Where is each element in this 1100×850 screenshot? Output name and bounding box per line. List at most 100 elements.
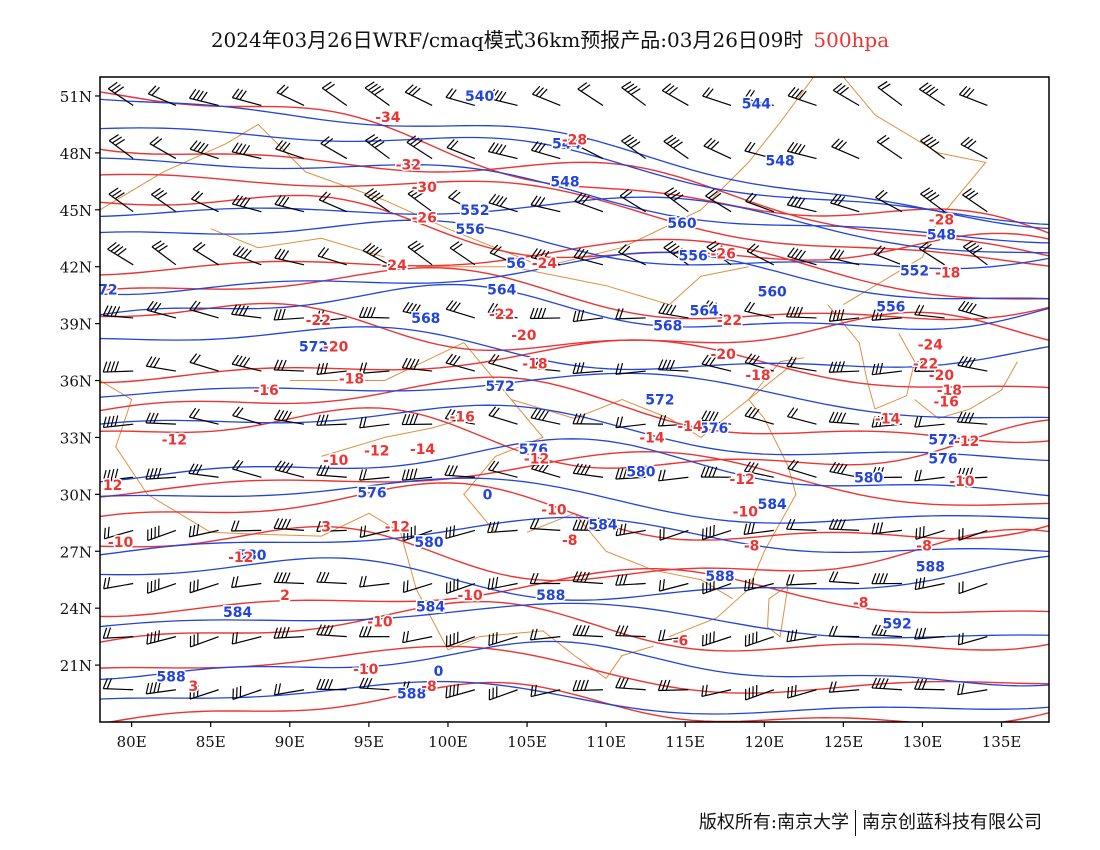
height-label: 572 (928, 432, 957, 448)
wind-barb (619, 188, 646, 213)
wind-barb (103, 577, 134, 590)
temperature-contour (100, 173, 1049, 267)
lat-label: 24N (60, 600, 92, 618)
wind-barb (529, 307, 561, 320)
height-label: 560 (667, 216, 696, 232)
wind-barb (615, 363, 646, 375)
wind-barb (615, 416, 646, 429)
height-label: 572 (299, 339, 328, 355)
wind-barb (832, 82, 860, 106)
wind-barb (107, 81, 134, 106)
wind-barb (192, 241, 219, 266)
height-label: 576 (928, 451, 957, 467)
wind-barb (871, 415, 902, 428)
temperature-label: -18 (937, 383, 962, 399)
border-line (669, 357, 804, 638)
wind-barb (231, 142, 262, 160)
lat-label: 36N (60, 373, 92, 391)
temperature-label: -12 (954, 434, 979, 450)
wind-barb (956, 411, 988, 425)
wind-barb (401, 413, 433, 426)
wind-barb (914, 678, 945, 691)
height-label: 564 (690, 303, 719, 319)
wind-barb (915, 525, 945, 540)
wind-barb (487, 88, 518, 107)
wind-barb (744, 577, 774, 592)
wind-barb (615, 574, 646, 586)
lon-label: 80E (117, 733, 147, 751)
temperature-label: 3 (188, 679, 198, 695)
wind-barb (321, 81, 348, 106)
wind-barb (406, 135, 433, 160)
height-label: 0 (434, 664, 444, 680)
wind-barb (914, 360, 945, 372)
wind-barb (189, 353, 219, 372)
wind-barb (189, 140, 219, 160)
border-line (914, 361, 1018, 420)
wind-barb (407, 187, 433, 213)
wind-barb (273, 626, 305, 639)
temperature-contour (100, 568, 1049, 618)
wind-barb (743, 461, 774, 478)
wind-barb (146, 300, 177, 319)
wind-barb (318, 191, 347, 213)
wind-barb (445, 525, 476, 539)
border-line (210, 228, 385, 258)
wind-barb (572, 571, 604, 585)
wind-barb (273, 518, 305, 531)
wind-barb (316, 624, 347, 638)
wind-barb (401, 357, 433, 372)
wind-barb (574, 192, 604, 213)
wind-barb (918, 241, 945, 266)
wind-barb (231, 632, 262, 645)
wind-barb (149, 136, 177, 160)
wind-barb (448, 189, 476, 213)
wind-barb (831, 138, 860, 160)
temperature-label: -22 (306, 313, 331, 329)
temperature-label: -24 (532, 256, 558, 272)
wind-barb (316, 310, 347, 322)
wind-barb (274, 195, 305, 213)
wind-barb (402, 630, 433, 644)
wind-barb (828, 571, 860, 585)
wind-barb (401, 681, 433, 693)
border-line (100, 380, 575, 656)
wind-barb (702, 578, 732, 595)
wind-barb (445, 353, 476, 372)
wind-barb (663, 240, 689, 266)
temperature-label: -10 (733, 504, 759, 520)
temperature-label: -22 (913, 356, 938, 372)
wind-barb (700, 466, 732, 478)
lon-label: 85E (196, 733, 226, 751)
wind-barb (145, 681, 177, 695)
wind-barb (445, 631, 476, 648)
temperature-label: -20 (711, 347, 737, 363)
border-line (574, 645, 654, 680)
height-label: 540 (465, 89, 494, 105)
height-contour (100, 640, 1049, 687)
wind-barb (572, 413, 603, 425)
lat-label: 51N (60, 88, 92, 106)
temperature-label: -8 (744, 539, 760, 555)
height-contour (100, 602, 1049, 639)
temperature-label: -10 (353, 662, 379, 678)
wind-barb (873, 245, 903, 266)
wind-barb (615, 677, 646, 691)
wind-barb (703, 137, 732, 160)
wind-barb (102, 627, 134, 639)
temperature-label: -10 (949, 474, 975, 490)
wind-barb (316, 678, 347, 691)
wind-barb (871, 308, 902, 321)
height-label: 548 (927, 227, 956, 243)
temperature-label: -12 (162, 432, 187, 448)
wind-barb (102, 415, 134, 429)
wind-barb (189, 579, 219, 594)
height-label: 580 (854, 470, 883, 486)
wind-barb (828, 681, 860, 693)
wind-barb (828, 625, 860, 638)
wind-barb (231, 88, 262, 107)
wind-barb (615, 467, 646, 480)
wind-barb (358, 362, 390, 374)
map-title: 2024年03月26日WRF/cmaq模式36km预报产品:03月26日09时 5… (0, 24, 1100, 53)
temperature-contour (100, 266, 1049, 321)
